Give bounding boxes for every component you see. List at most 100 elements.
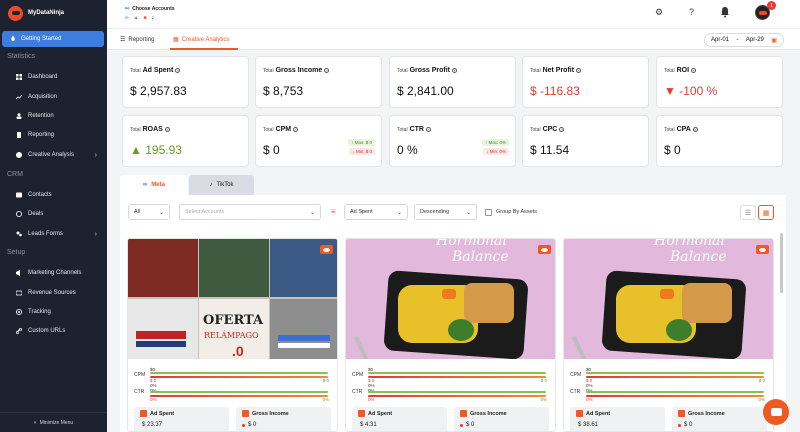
list-view-button[interactable]: ☰ bbox=[740, 205, 756, 220]
choose-accounts[interactable]: ⚯ Choose Accounts bbox=[125, 6, 175, 12]
scrollbar[interactable] bbox=[780, 233, 783, 293]
preview-eye-icon[interactable] bbox=[756, 245, 769, 254]
info-icon[interactable]: ? bbox=[559, 127, 565, 133]
overlay-text-2: Balance bbox=[670, 249, 727, 265]
logo[interactable]: MyDataNinja bbox=[0, 0, 107, 26]
sidebar-item-label: Dashboard bbox=[28, 74, 58, 80]
gross-income-box: Gross Income $ 0 bbox=[454, 407, 549, 431]
settings-gear-icon[interactable]: ⚙ bbox=[655, 7, 664, 17]
cpm-label: CPM bbox=[134, 372, 146, 378]
tab-creative-analytics[interactable]: ▦ Creative Analytics bbox=[173, 36, 230, 44]
sidebar-item-reporting[interactable]: Reporting bbox=[0, 128, 107, 142]
sidebar-item-creative-analysis[interactable]: Creative Analysis › bbox=[0, 148, 107, 162]
users-icon bbox=[16, 113, 22, 119]
sidebar-item-deals[interactable]: Deals bbox=[0, 207, 107, 221]
sort-icon[interactable]: ≡ bbox=[331, 207, 336, 216]
creative-thumbnail[interactable]: Hormonal Balance bbox=[346, 239, 555, 359]
sort-by-select[interactable]: Ad Spent ⌄ bbox=[344, 204, 408, 220]
metric-value: $ 8,753 bbox=[263, 84, 304, 98]
info-icon[interactable]: ? bbox=[691, 68, 697, 74]
sidebar-item-marketing-channels[interactable]: Marketing Channels bbox=[0, 266, 107, 280]
metric-card-gross-income: Total Gross Income? $ 8,753 bbox=[255, 56, 382, 108]
info-icon[interactable]: ? bbox=[175, 68, 181, 74]
chicken bbox=[682, 283, 732, 323]
info-icon[interactable]: ? bbox=[576, 68, 582, 74]
metric-name: CTR bbox=[409, 126, 424, 133]
ad-spent-label: Ad Spent bbox=[368, 411, 393, 417]
sidebar-item-getting-started[interactable]: Getting Started bbox=[2, 31, 104, 47]
gross-income-label: Gross Income bbox=[688, 411, 725, 417]
sidebar-item-tracking[interactable]: Tracking bbox=[0, 305, 107, 319]
metric-prefix: Total bbox=[130, 68, 141, 74]
metric-value: $ 0 bbox=[664, 143, 681, 157]
metric-prefix: Total bbox=[530, 127, 541, 133]
dollar-icon bbox=[16, 211, 22, 217]
up-triangle-icon: ▲ bbox=[130, 143, 146, 157]
ad-spent-value: $ 4.31 bbox=[360, 422, 377, 428]
sidebar-item-retention[interactable]: Retention bbox=[0, 109, 107, 123]
list-icon: ☰ bbox=[744, 209, 752, 217]
creative-thumbnail[interactable]: Hormonal Balance bbox=[564, 239, 773, 359]
status-select[interactable]: All ⌄ bbox=[128, 204, 170, 220]
sidebar-item-leads-forms[interactable]: Leads Forms › bbox=[0, 227, 107, 241]
cpm-bar-red bbox=[150, 376, 328, 378]
avatar[interactable] bbox=[755, 5, 770, 20]
accounts-select[interactable]: Select Accounts ⌄ bbox=[179, 204, 321, 220]
info-icon[interactable]: ? bbox=[692, 127, 698, 133]
metric-value: $ 2,841.00 bbox=[397, 84, 454, 98]
gross-income-box: Gross Income $ 0 bbox=[236, 407, 331, 431]
info-icon[interactable]: ? bbox=[425, 127, 431, 133]
overlay-decoration: .0 bbox=[232, 343, 244, 359]
cpm-right-value: $ 0 bbox=[322, 378, 329, 383]
sidebar-item-custom-urls[interactable]: Custom URLs bbox=[0, 324, 107, 338]
sidebar-item-label: Contacts bbox=[28, 192, 52, 198]
grid-view-button[interactable]: ▦ bbox=[758, 205, 774, 220]
carrot bbox=[442, 289, 456, 299]
sidebar-item-dashboard[interactable]: Dashboard bbox=[0, 70, 107, 84]
metric-max-badge: ↑ Max: $ 0 bbox=[348, 139, 375, 146]
bell-icon[interactable] bbox=[720, 6, 730, 18]
sidebar: MyDataNinja Getting Started Statistics D… bbox=[0, 0, 107, 432]
account-platform-icons: ∞ ▲ ■ ♪ bbox=[125, 15, 154, 21]
help-button[interactable]: ? bbox=[689, 7, 695, 17]
info-icon[interactable]: ? bbox=[293, 127, 299, 133]
tab-meta[interactable]: ∞ Meta bbox=[120, 175, 188, 195]
chevron-down-icon: ⌄ bbox=[396, 209, 402, 216]
cpm-top-value: $0 bbox=[586, 367, 592, 372]
tab-tiktok[interactable]: ♪ TikTok bbox=[189, 175, 254, 195]
sidebar-item-acquisition[interactable]: Acquisition bbox=[0, 90, 107, 104]
metric-prefix: Total bbox=[263, 68, 274, 74]
metric-card-ctr: Total CTR? 0 % ↑ Max: 0% ↓ Min: 0% bbox=[389, 115, 516, 167]
chat-button[interactable] bbox=[763, 399, 789, 425]
preview-eye-icon[interactable] bbox=[538, 245, 551, 254]
minimize-menu-button[interactable]: « Minimize Menu bbox=[0, 412, 107, 432]
metric-name: Gross Income bbox=[275, 67, 323, 74]
sidebar-item-contacts[interactable]: Contacts bbox=[0, 188, 107, 202]
cpm-bar-red bbox=[586, 376, 764, 378]
ctr-left-value: 0% bbox=[586, 397, 593, 402]
date-range-picker[interactable]: Apr-01 - Apr-29 ▣ bbox=[704, 33, 784, 47]
metric-prefix: Total bbox=[664, 68, 675, 74]
gross-income-icon bbox=[242, 410, 249, 417]
order-select[interactable]: Descending ⌄ bbox=[414, 204, 477, 220]
ctr-bar-red bbox=[586, 395, 764, 397]
group-by-assets-checkbox[interactable] bbox=[485, 209, 492, 216]
info-icon[interactable]: ? bbox=[452, 68, 458, 74]
info-icon[interactable]: ? bbox=[324, 68, 330, 74]
cpm-left-value: $ 0 bbox=[368, 378, 375, 383]
metric-card-roas: Total ROAS? ▲ 195.93 bbox=[122, 115, 249, 167]
metric-title: Total Net Profit? bbox=[530, 67, 582, 74]
creative-thumbnail[interactable]: OFERTA RELÁMPAGO .0 bbox=[128, 239, 337, 359]
tab-reporting[interactable]: ☰ Reporting bbox=[120, 36, 155, 44]
preview-eye-icon[interactable] bbox=[320, 245, 333, 254]
metric-title: Total CTR? bbox=[397, 126, 431, 133]
sidebar-item-label: Custom URLs bbox=[28, 328, 66, 334]
metric-value: $ 2,957.83 bbox=[130, 84, 187, 98]
sidebar-item-revenue-sources[interactable]: Revenue Sources bbox=[0, 286, 107, 300]
info-icon[interactable]: ? bbox=[164, 127, 170, 133]
fork bbox=[353, 335, 371, 359]
